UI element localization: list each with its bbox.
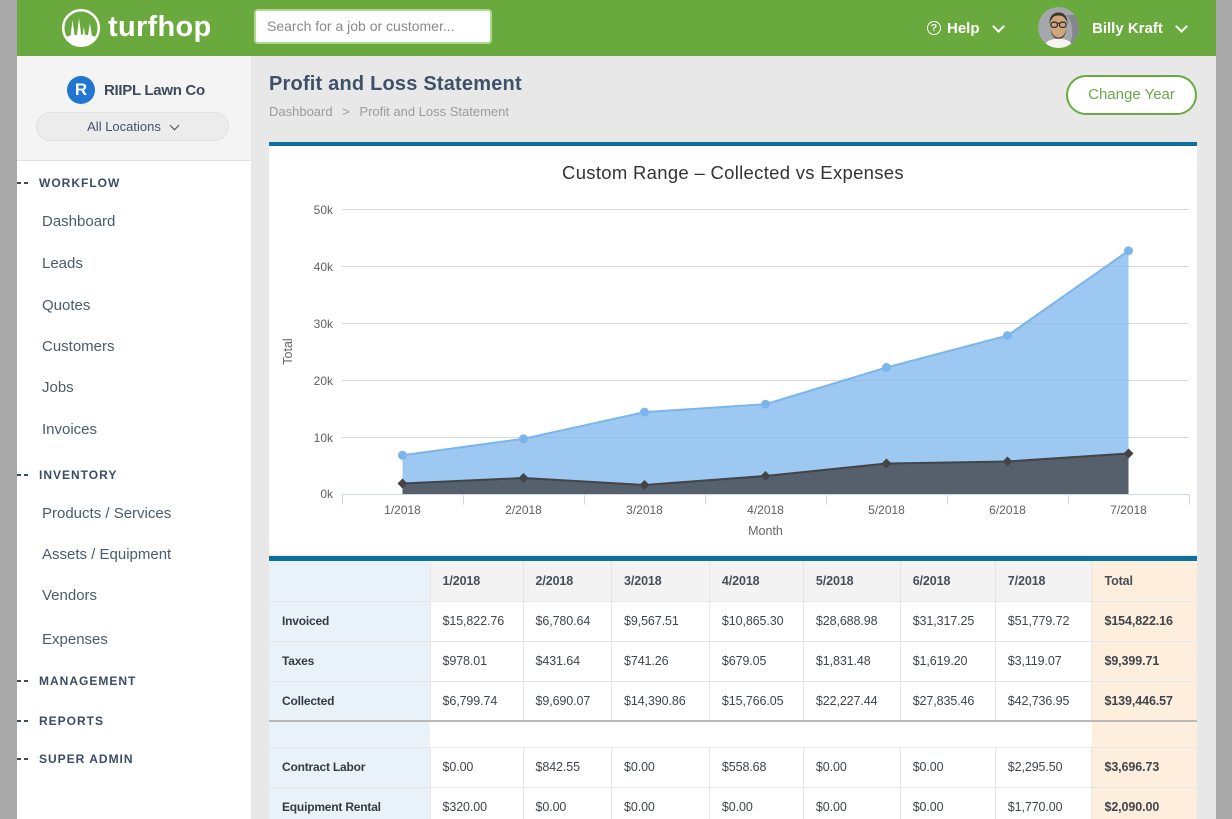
svg-text:Total: Total bbox=[281, 338, 295, 364]
svg-text:20k: 20k bbox=[314, 374, 334, 388]
svg-text:4/2018: 4/2018 bbox=[747, 503, 784, 517]
svg-text:Custom Range – Collected vs Ex: Custom Range – Collected vs Expenses bbox=[562, 162, 904, 183]
svg-text:Month: Month bbox=[748, 524, 783, 538]
svg-text:30k: 30k bbox=[314, 317, 334, 331]
svg-text:10k: 10k bbox=[314, 431, 334, 445]
svg-text:5/2018: 5/2018 bbox=[868, 503, 905, 517]
svg-text:0k: 0k bbox=[320, 487, 334, 501]
svg-text:40k: 40k bbox=[314, 260, 334, 274]
svg-text:7/2018: 7/2018 bbox=[1110, 503, 1147, 517]
svg-text:3/2018: 3/2018 bbox=[626, 503, 663, 517]
svg-text:1/2018: 1/2018 bbox=[384, 503, 421, 517]
svg-text:2/2018: 2/2018 bbox=[505, 503, 542, 517]
svg-text:6/2018: 6/2018 bbox=[989, 503, 1026, 517]
svg-text:50k: 50k bbox=[314, 203, 334, 217]
